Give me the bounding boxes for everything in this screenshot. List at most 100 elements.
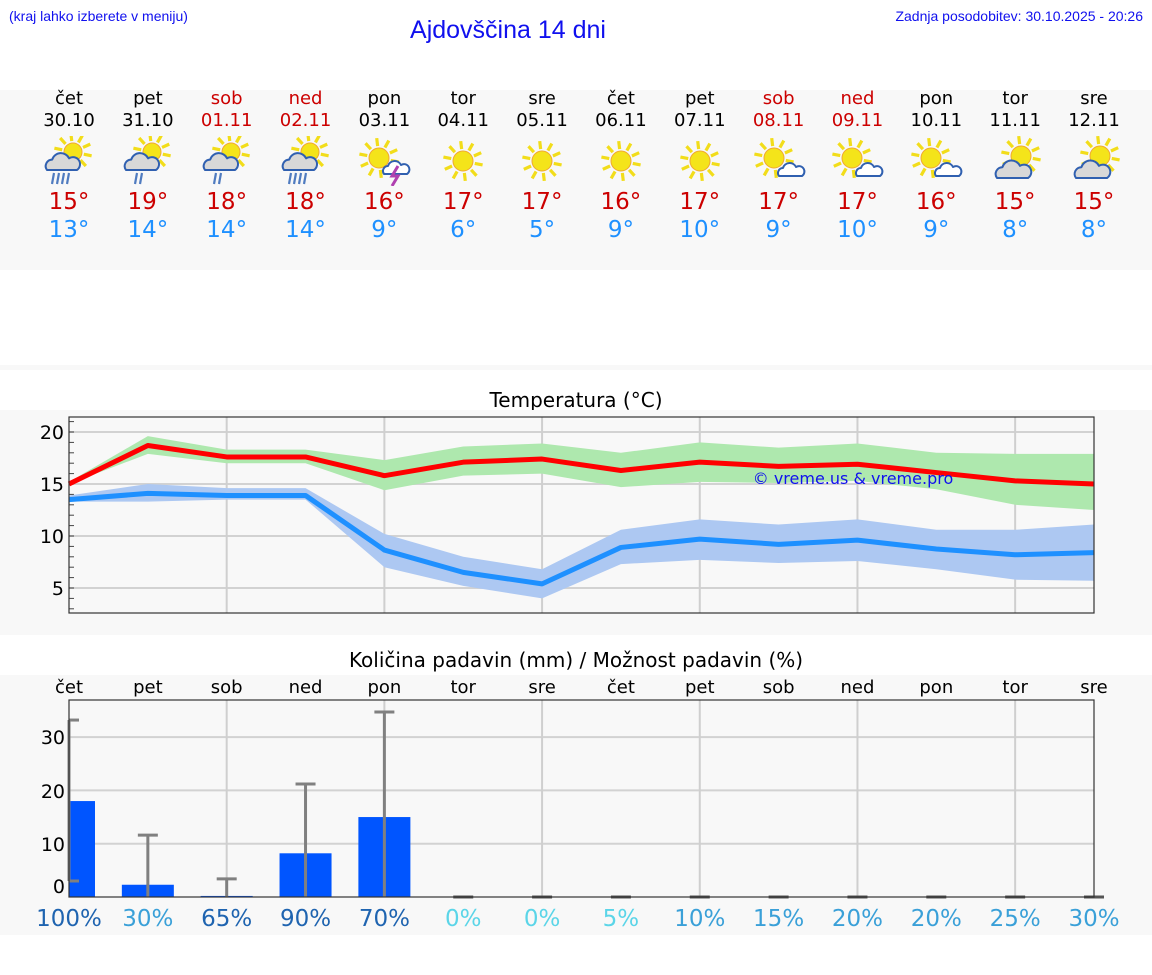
- day-name: pon: [367, 88, 402, 109]
- min-temperature: 14°: [127, 217, 169, 243]
- svg-text:ned: ned: [289, 677, 323, 698]
- max-temperature: 16°: [915, 189, 957, 215]
- day-date: 10.11: [910, 110, 963, 131]
- partly-cloudy-icon: [1055, 136, 1134, 186]
- max-temperature: 17°: [837, 189, 878, 215]
- sun-small-cloud-icon: [897, 136, 976, 186]
- day-name: sob: [210, 88, 243, 109]
- last-updated: Zadnja posodobitev: 30.10.2025 - 20:26: [895, 8, 1143, 24]
- day-name: ned: [840, 88, 875, 109]
- max-temperature: 15°: [48, 189, 90, 215]
- precipitation-chart-panel: 30 20 10 0 čet pet sob ned pon tor sre čet pet sob ned…: [0, 675, 1152, 935]
- day-date: 04.11: [437, 110, 489, 131]
- max-temperature: 18°: [206, 189, 248, 215]
- svg-text:ned: ned: [841, 677, 875, 698]
- max-temperature: 17°: [521, 189, 563, 215]
- min-temperature: 10°: [837, 217, 878, 243]
- copyright-watermark: © vreme.us & vreme.pro: [753, 469, 954, 488]
- svg-text:pet: pet: [685, 677, 715, 698]
- day-forecast-tile: pet 07.11 17° 10°: [660, 88, 739, 244]
- divider-band: [0, 365, 1152, 370]
- daily-forecast-panel: čet 30.10 15° 13° pet 31.10 19° 14° sob …: [0, 88, 1152, 270]
- svg-text:pon: pon: [367, 677, 401, 698]
- precipitation-probability: 5%: [603, 906, 640, 932]
- min-temperature: 5°: [528, 217, 556, 243]
- precipitation-probability: 15%: [753, 906, 804, 932]
- precipitation-probability: 0%: [445, 906, 482, 932]
- day-forecast-tile: sob 01.11 18° 14°: [187, 88, 266, 244]
- day-date: 03.11: [358, 110, 411, 131]
- sun-small-cloud-icon: [739, 136, 818, 186]
- svg-text:sob: sob: [763, 677, 795, 698]
- min-temperature: 9°: [371, 217, 398, 243]
- day-forecast-tile: čet 06.11 16° 9°: [581, 88, 660, 244]
- svg-text:sre: sre: [1080, 677, 1107, 698]
- svg-text:15: 15: [40, 474, 64, 496]
- min-temperature: 14°: [206, 217, 248, 243]
- day-forecast-tile: ned 02.11 18° 14°: [266, 88, 345, 244]
- day-forecast-tile: sob 08.11 17° 9°: [739, 88, 818, 244]
- partly-cloudy-icon: [976, 136, 1055, 186]
- day-forecast-tile: pet 31.10 19° 14°: [108, 88, 187, 244]
- day-name: pet: [133, 88, 163, 109]
- temperature-chart-title: Temperatura (°C): [489, 388, 663, 412]
- max-temperature: 18°: [285, 189, 326, 215]
- day-date: 08.11: [752, 110, 805, 131]
- partly-sunny-heavy-rain-icon: [30, 136, 109, 186]
- day-date: 06.11: [595, 110, 647, 131]
- precipitation-probability: 70%: [359, 906, 410, 932]
- temperature-chart-panel: 20 15 10 5 © vreme.us & vreme.pro: [0, 410, 1152, 635]
- precipitation-probability: 10%: [674, 906, 725, 932]
- sun-small-cloud-icon: [818, 136, 897, 186]
- max-temperature: 16°: [363, 189, 405, 215]
- sun-icon: [581, 136, 660, 186]
- svg-text:čet: čet: [55, 677, 83, 698]
- min-temperature: 10°: [679, 217, 721, 243]
- day-date: 02.11: [279, 110, 332, 131]
- day-date: 31.10: [122, 110, 174, 131]
- svg-text:pon: pon: [919, 677, 953, 698]
- min-temperature: 9°: [607, 217, 634, 243]
- svg-text:30: 30: [41, 727, 65, 749]
- max-temperature: 15°: [1073, 189, 1115, 215]
- min-temperature: 9°: [765, 217, 792, 243]
- day-date: 01.11: [200, 110, 253, 131]
- day-name: ned: [288, 88, 323, 109]
- precipitation-probability: 30%: [1068, 906, 1119, 932]
- max-temperature: 17°: [758, 189, 799, 215]
- sun-icon: [424, 136, 503, 186]
- day-name: sre: [528, 88, 556, 109]
- precipitation-probability: 25%: [990, 906, 1041, 932]
- day-name: tor: [450, 88, 476, 109]
- temperature-chart: 20 15 10 5 © vreme.us & vreme.pro: [40, 416, 1095, 614]
- precipitation-probability: 65%: [201, 906, 252, 932]
- precipitation-chart: 30 20 10 0 čet pet sob ned pon tor sre čet pet sob ned…: [36, 677, 1119, 932]
- svg-text:0: 0: [53, 876, 65, 898]
- day-date: 05.11: [516, 110, 568, 131]
- day-forecast-tile: pon 10.11 16° 9°: [897, 88, 976, 244]
- max-temperature: 15°: [994, 189, 1036, 215]
- day-forecast-tile: čet 30.10 15° 13°: [30, 88, 109, 244]
- svg-text:sre: sre: [528, 677, 555, 698]
- partly-sunny-light-rain-icon: [187, 136, 266, 186]
- day-name: pon: [919, 88, 954, 109]
- min-temperature: 8°: [1080, 217, 1108, 243]
- day-date: 07.11: [674, 110, 726, 131]
- location-menu-hint: (kraj lahko izberete v meniju): [9, 8, 188, 24]
- svg-text:10: 10: [40, 526, 64, 548]
- max-temperature: 17°: [679, 189, 721, 215]
- min-temperature: 9°: [923, 217, 950, 243]
- min-temperature: 14°: [285, 217, 326, 243]
- svg-text:sob: sob: [211, 677, 243, 698]
- min-temperature: 13°: [48, 217, 90, 243]
- partly-sunny-light-rain-icon: [108, 136, 187, 186]
- day-name: čet: [606, 88, 635, 109]
- precipitation-probability: 90%: [280, 906, 331, 932]
- day-name: sre: [1080, 88, 1108, 109]
- day-name: čet: [54, 88, 84, 109]
- max-temperature: 17°: [442, 189, 484, 215]
- max-temperature: 19°: [127, 189, 169, 215]
- day-name: pet: [684, 88, 715, 109]
- precipitation-probability: 30%: [122, 906, 173, 932]
- day-forecast-tile: sre 05.11 17° 5°: [503, 88, 582, 244]
